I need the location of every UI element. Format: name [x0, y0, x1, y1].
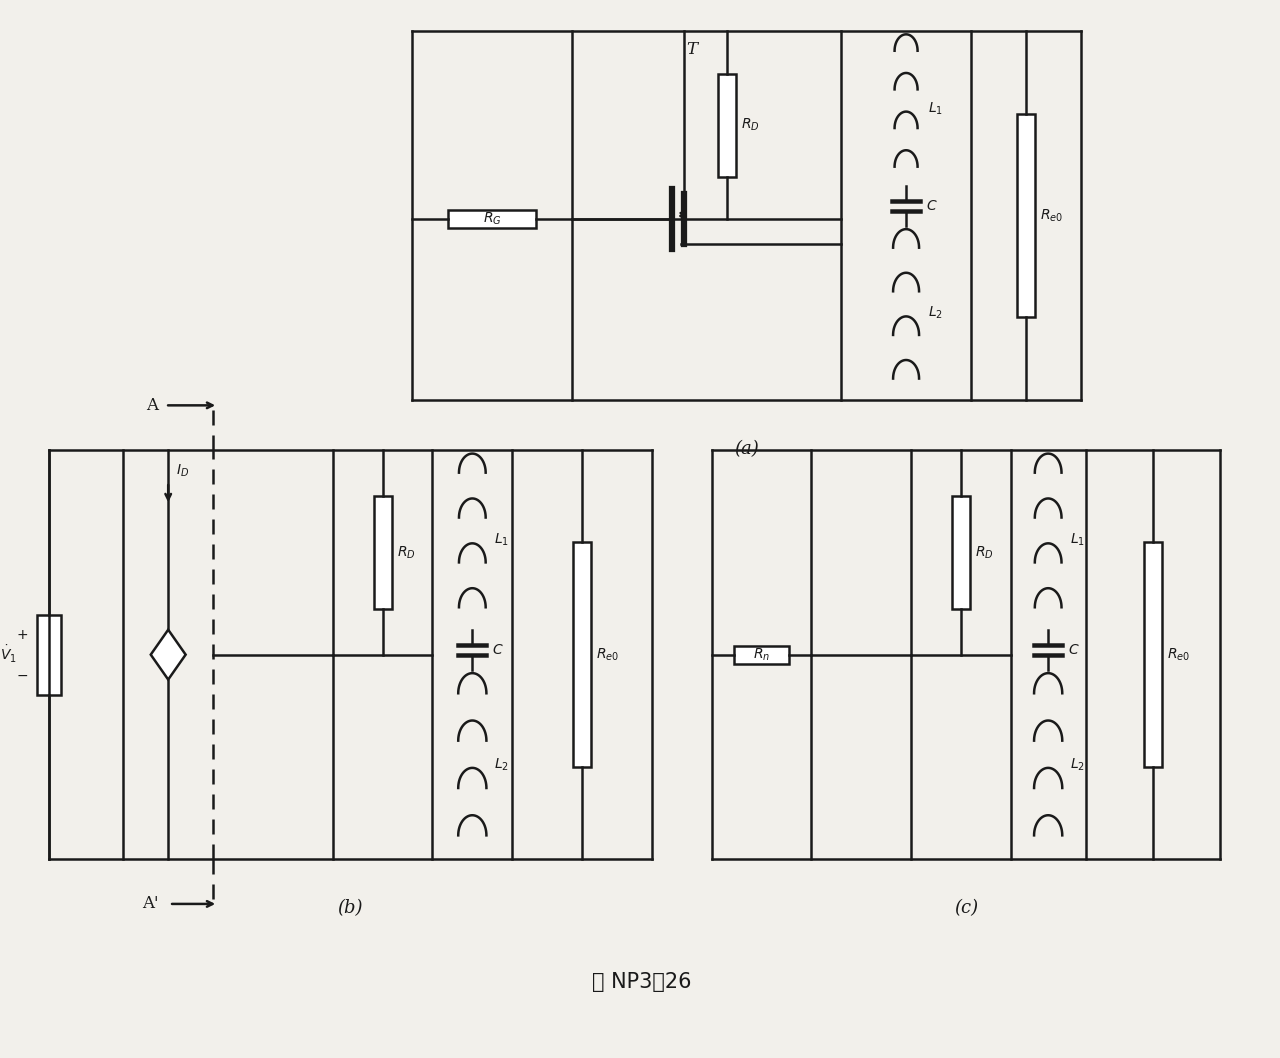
Text: 图 NP3－26: 图 NP3－26 [593, 971, 691, 991]
Text: $L_1$: $L_1$ [1070, 532, 1085, 548]
Text: $L_1$: $L_1$ [494, 532, 509, 548]
Text: +: + [17, 627, 28, 642]
Text: $R_G$: $R_G$ [483, 211, 502, 227]
FancyBboxPatch shape [733, 645, 788, 663]
Text: $I_D$: $I_D$ [177, 462, 189, 478]
Text: (c): (c) [954, 899, 978, 917]
Text: $R_{e0}$: $R_{e0}$ [1167, 646, 1190, 663]
Text: (b): (b) [338, 899, 364, 917]
Text: $L_2$: $L_2$ [928, 305, 943, 322]
Text: $R_n$: $R_n$ [753, 646, 771, 663]
Text: $R_D$: $R_D$ [975, 544, 993, 561]
Text: (a): (a) [735, 440, 759, 458]
FancyBboxPatch shape [1016, 114, 1034, 317]
Text: $\dot{V}_1$: $\dot{V}_1$ [0, 644, 17, 665]
FancyBboxPatch shape [374, 496, 392, 608]
Text: $R_D$: $R_D$ [741, 117, 759, 133]
Text: $L_2$: $L_2$ [1070, 756, 1085, 772]
Text: T: T [686, 41, 698, 58]
FancyBboxPatch shape [573, 542, 591, 767]
FancyBboxPatch shape [952, 496, 970, 608]
FancyBboxPatch shape [37, 615, 60, 694]
FancyBboxPatch shape [448, 209, 536, 227]
Text: $L_1$: $L_1$ [928, 101, 943, 117]
Text: $R_{e0}$: $R_{e0}$ [596, 646, 620, 663]
Text: $C$: $C$ [1068, 642, 1080, 657]
Text: $R_{e0}$: $R_{e0}$ [1039, 207, 1062, 224]
Text: $C$: $C$ [925, 199, 938, 213]
Polygon shape [151, 630, 186, 679]
FancyBboxPatch shape [718, 74, 736, 177]
Text: $L_2$: $L_2$ [494, 756, 509, 772]
Text: A: A [146, 397, 159, 414]
Text: A': A' [142, 895, 159, 912]
Text: $-$: $-$ [17, 668, 28, 681]
Text: $R_D$: $R_D$ [397, 544, 415, 561]
Text: $C$: $C$ [493, 642, 504, 657]
FancyBboxPatch shape [1144, 542, 1162, 767]
